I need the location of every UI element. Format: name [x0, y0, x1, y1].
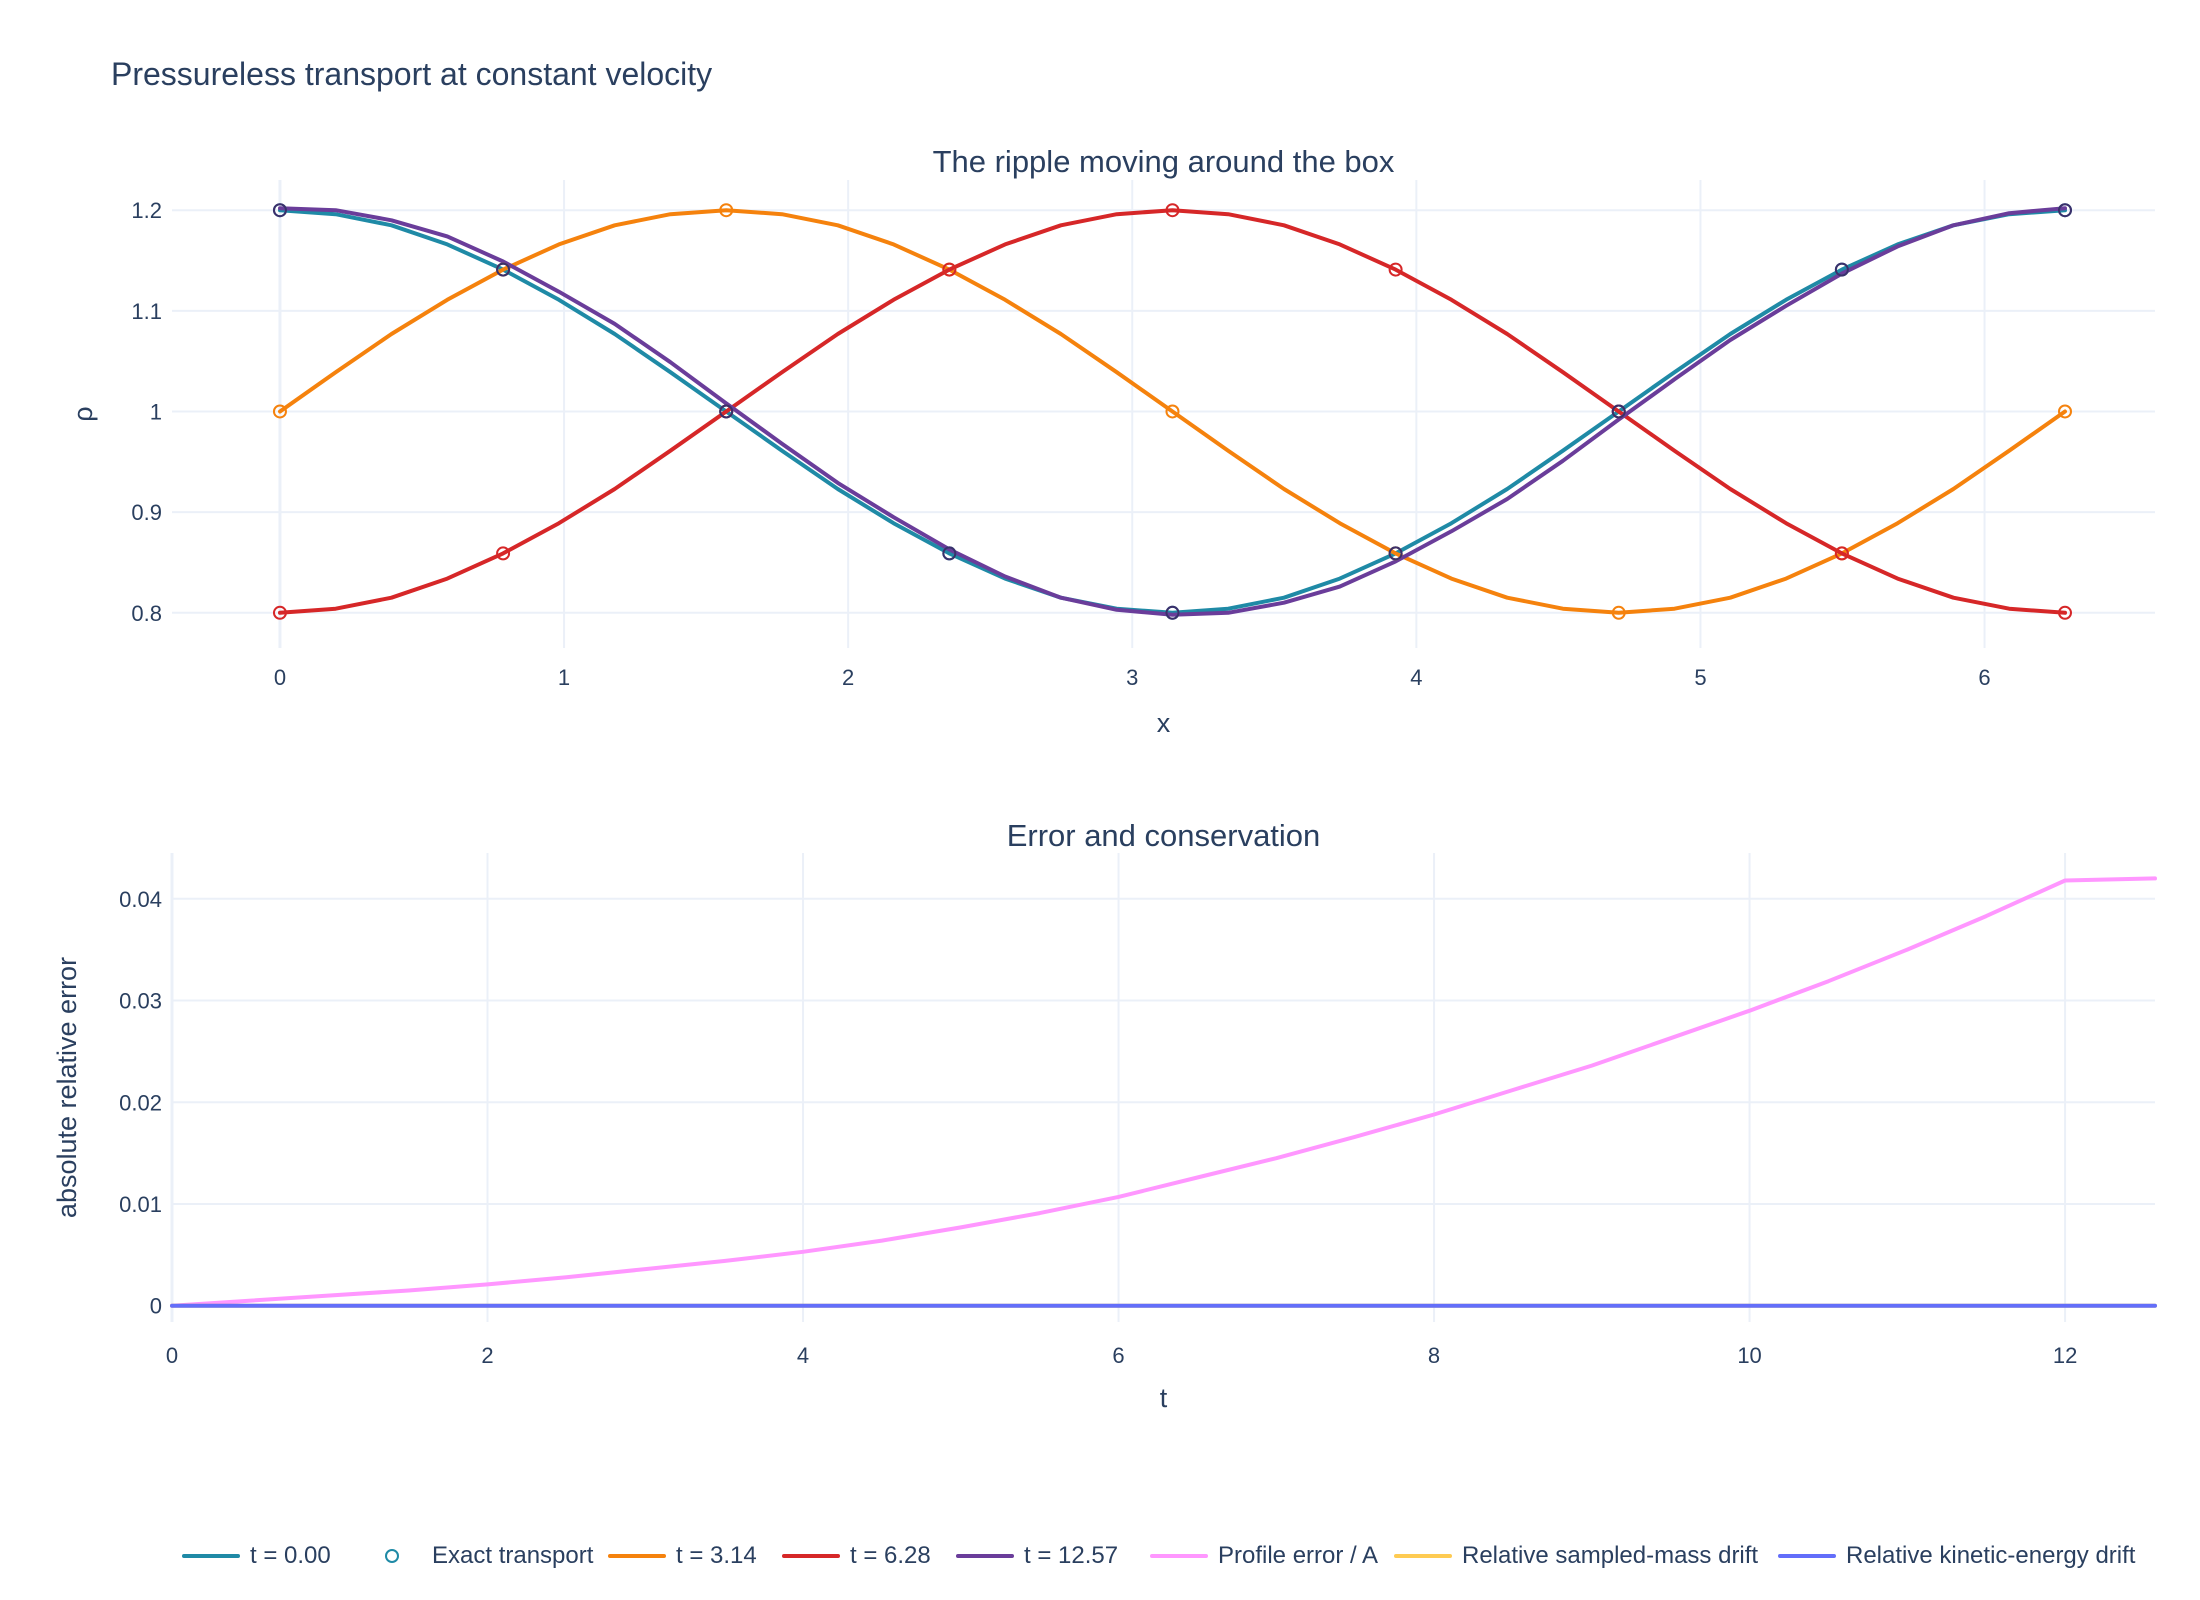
exact-transport-marker	[942, 262, 957, 277]
series-line-t-6-28	[278, 208, 2067, 615]
y-tick-label: 1.1	[131, 299, 162, 324]
series-line-t-3-14	[278, 208, 2067, 615]
exact-transport-marker	[272, 203, 287, 218]
x-tick-label: 2	[842, 665, 854, 690]
x-tick-label: 0	[274, 665, 286, 690]
x-axis-label: x	[1157, 708, 1171, 738]
y-axis-label: absolute relative error	[52, 957, 82, 1218]
legend-label: t = 3.14	[676, 1542, 757, 1569]
x-tick-label: 6	[1112, 1343, 1124, 1368]
x-tick-label: 2	[481, 1343, 493, 1368]
legend-line-icon	[1148, 1538, 1210, 1574]
legend-label: t = 0.00	[250, 1542, 331, 1569]
y-tick-label: 0.04	[119, 887, 162, 912]
legend-item[interactable]: Relative kinetic-energy drift	[1776, 1538, 2135, 1574]
y-tick-label: 1	[150, 399, 162, 424]
legend-line-icon	[954, 1538, 1016, 1574]
x-tick-label: 6	[1978, 665, 1990, 690]
y-tick-label: 1.2	[131, 198, 162, 223]
exact-transport-marker	[719, 203, 734, 218]
legend-item[interactable]: t = 6.28	[780, 1538, 931, 1574]
exact-transport-marker	[1388, 546, 1403, 561]
y-axis-label: ρ	[68, 406, 98, 421]
subplot-1: 0 1 2 3 4 5 6 0.8 0.9 1 1.1 1.2 The ripple moving ar…	[68, 144, 2155, 738]
legend-line-icon	[780, 1538, 842, 1574]
exact-transport-marker	[1834, 546, 1849, 561]
legend-line-icon	[606, 1538, 668, 1574]
exact-transport-marker	[2057, 404, 2072, 419]
exact-transport-marker	[1165, 605, 1180, 620]
legend-item[interactable]: Profile error / A	[1148, 1538, 1378, 1574]
y-tick-label: 0.01	[119, 1192, 162, 1217]
y-tick-label: 0.03	[119, 989, 162, 1014]
x-tick-label: 0	[166, 1343, 178, 1368]
x-tick-label: 12	[2053, 1343, 2077, 1368]
exact-transport-marker	[1388, 262, 1403, 277]
y-tick-label: 0.8	[131, 601, 162, 626]
legend-item[interactable]: Exact transport	[362, 1538, 593, 1574]
x-tick-label: 5	[1694, 665, 1706, 690]
series-line-profile-error-a	[170, 876, 2157, 1308]
legend-item[interactable]: t = 0.00	[180, 1538, 331, 1574]
x-tick-label: 8	[1428, 1343, 1440, 1368]
legend-label: Exact transport	[432, 1542, 594, 1569]
exact-transport-marker	[719, 404, 734, 419]
exact-transport-marker	[2057, 605, 2072, 620]
series-line-t-12-57	[278, 206, 2067, 617]
y-tick-label: 0.9	[131, 500, 162, 525]
exact-transport-marker	[1165, 404, 1180, 419]
exact-transport-marker	[272, 404, 287, 419]
exact-transport-marker	[1611, 605, 1626, 620]
legend-item[interactable]: t = 3.14	[606, 1538, 757, 1574]
x-tick-label: 4	[1410, 665, 1422, 690]
exact-transport-marker	[1165, 203, 1180, 218]
legend-label: t = 6.28	[850, 1542, 931, 1569]
x-axis-label: t	[1160, 1383, 1168, 1413]
x-tick-label: 10	[1737, 1343, 1761, 1368]
x-tick-label: 3	[1126, 665, 1138, 690]
legend-label: Relative sampled-mass drift	[1462, 1542, 1759, 1569]
exact-transport-marker	[272, 605, 287, 620]
exact-transport-marker	[2057, 203, 2072, 218]
subplot-title: The ripple moving around the box	[933, 144, 1395, 179]
legend-line-icon	[1776, 1538, 1838, 1574]
y-tick-label: 0	[150, 1294, 162, 1319]
legend-item[interactable]: t = 12.57	[954, 1538, 1118, 1574]
exact-transport-marker	[942, 546, 957, 561]
legend-label: t = 12.57	[1024, 1542, 1119, 1569]
legend-marker-icon	[362, 1538, 424, 1574]
exact-transport-marker	[1611, 404, 1626, 419]
legend: t = 0.00 Exact transport t = 3.14 t = 6.28 t…	[0, 1538, 2200, 1574]
subplot-2: 0 2 4 6 8 10 12 0 0.01 0.02 0.03 0.04 Error and cons…	[52, 818, 2157, 1413]
exact-transport-marker	[1834, 262, 1849, 277]
legend-line-icon	[180, 1538, 242, 1574]
legend-label: Profile error / A	[1218, 1542, 1379, 1569]
legend-label: Relative kinetic-energy drift	[1846, 1542, 2136, 1569]
legend-line-icon	[1392, 1538, 1454, 1574]
exact-transport-marker	[496, 262, 511, 277]
exact-transport-marker	[496, 546, 511, 561]
legend-item[interactable]: Relative sampled-mass drift	[1392, 1538, 1758, 1574]
subplot-title: Error and conservation	[1007, 818, 1321, 853]
x-tick-label: 4	[797, 1343, 809, 1368]
chart-title: Pressureless transport at constant veloc…	[111, 56, 713, 92]
y-tick-label: 0.02	[119, 1090, 162, 1115]
x-tick-label: 1	[558, 665, 570, 690]
